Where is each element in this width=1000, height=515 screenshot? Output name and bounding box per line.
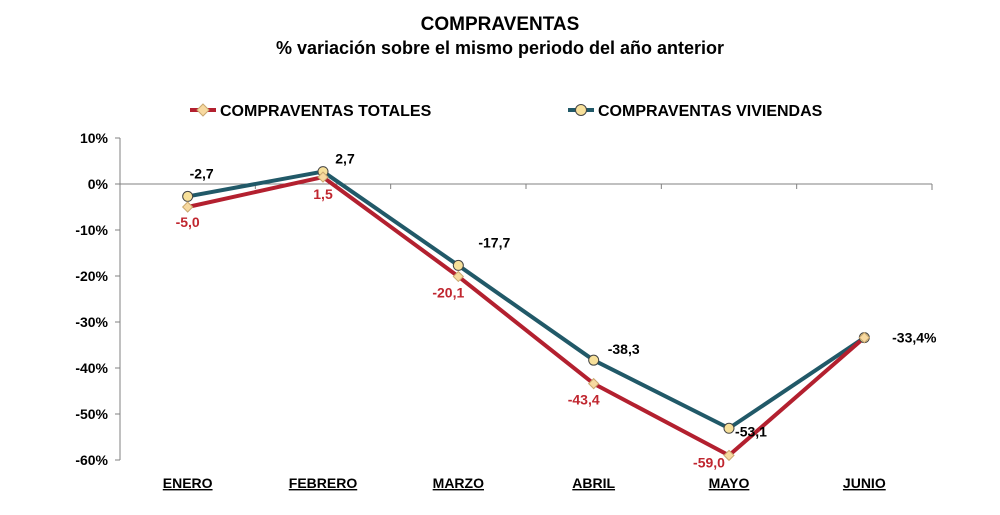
data-label-viviendas: -38,3: [608, 341, 640, 357]
legend-marker-diamond: [196, 103, 210, 117]
data-point-totales: [452, 270, 465, 283]
x-tick-label: MAYO: [709, 475, 750, 491]
data-point-totales: [858, 331, 871, 344]
series-line-viviendas: [187, 169, 866, 431]
x-tick-label: FEBRERO: [289, 475, 358, 491]
y-tick-label: -10%: [75, 222, 108, 238]
y-tick-label: -40%: [75, 360, 108, 376]
data-point-viviendas: [452, 259, 464, 271]
data-point-totales: [587, 377, 600, 390]
x-tick-label: MARZO: [433, 475, 484, 491]
data-label-totales: -59,0: [693, 454, 725, 470]
y-tick-label: 10%: [80, 130, 109, 146]
legend-marker-circle: [575, 104, 587, 116]
data-label-viviendas: -53,1: [735, 423, 767, 439]
data-point-totales: [181, 201, 194, 213]
data-point-viviendas: [182, 190, 194, 202]
data-label-viviendas: 2,7: [335, 151, 355, 167]
data-label-totales: -43,4: [568, 392, 600, 408]
legend-label: COMPRAVENTAS VIVIENDAS: [598, 103, 823, 120]
chart-subtitle: % variación sobre el mismo periodo del a…: [275, 38, 725, 58]
x-tick-label: ABRIL: [572, 475, 615, 491]
y-tick-label: -30%: [75, 314, 108, 330]
data-label-viviendas: -33,4%: [892, 330, 937, 346]
data-label-totales: -20,1: [432, 284, 464, 300]
y-tick-label: -20%: [75, 268, 108, 284]
data-point-totales: [317, 171, 329, 183]
chart-title: COMPRAVENTAS: [420, 14, 580, 35]
data-label-totales: 1,5: [313, 186, 333, 202]
data-label-totales: -5,0: [176, 214, 200, 230]
y-tick-label: -50%: [75, 406, 108, 422]
y-tick-label: -60%: [75, 452, 108, 468]
data-label-viviendas: -2,7: [190, 165, 214, 181]
data-point-viviendas: [723, 422, 735, 434]
data-label-viviendas: -17,7: [478, 234, 510, 250]
y-tick-label: 0%: [88, 176, 109, 192]
data-point-totales: [723, 449, 735, 462]
data-point-viviendas: [588, 354, 600, 366]
legend-label: COMPRAVENTAS TOTALES: [220, 103, 432, 120]
x-tick-label: ENERO: [163, 475, 213, 491]
series-line-totales: [187, 175, 866, 458]
x-tick-label: JUNIO: [843, 475, 886, 491]
